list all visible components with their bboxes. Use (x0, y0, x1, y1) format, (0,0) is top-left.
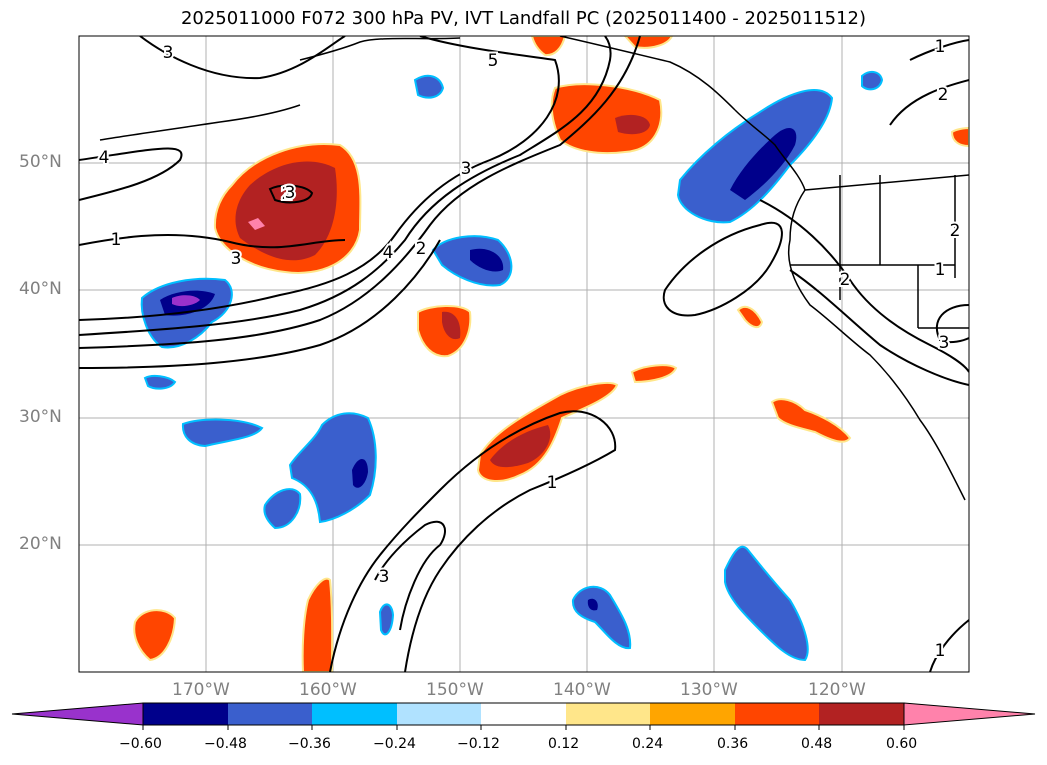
colorbar-tick-label: 0.60 (886, 736, 918, 752)
contour-label: 1 (547, 473, 558, 493)
contour-label: 1 (935, 37, 946, 57)
contour-label: 3 (379, 567, 390, 587)
contour-label: 5 (488, 51, 499, 71)
contour-label: 2 (938, 85, 949, 105)
contour-label: 3 (461, 159, 472, 179)
contour-label: 2 (282, 184, 293, 204)
lon-label-130w: 130°W (680, 680, 738, 700)
contour-labels: 3 5 4 3 2 1 3 4 2 1 3 1 2 2 1 2 3 1 3 (97, 35, 963, 663)
pv-fill-positive (133, 36, 969, 672)
lon-label-160w: 160°W (299, 680, 357, 700)
lat-label-40n: 40°N (19, 279, 62, 299)
contour-label: 1 (935, 641, 946, 661)
contour-label: 2 (840, 270, 851, 290)
lat-label-30n: 30°N (19, 407, 62, 427)
map-frame (78, 35, 970, 673)
pv-fill-negative (140, 70, 884, 662)
lon-label-140w: 140°W (553, 680, 611, 700)
colorbar-tick-label: 0.48 (801, 736, 833, 752)
lon-label-150w: 150°W (426, 680, 484, 700)
contour-label: 2 (416, 239, 427, 259)
contour-label: 4 (383, 243, 394, 263)
colorbar-tick-label: 0.36 (717, 736, 749, 752)
gridlines (79, 36, 969, 672)
lat-label-50n: 50°N (19, 152, 62, 172)
colorbar-tick-label: −0.48 (204, 736, 247, 752)
colorbar (11, 702, 1036, 730)
contour-label: 3 (939, 333, 950, 353)
contour-label: 1 (935, 260, 946, 280)
contour-label: 1 (111, 230, 122, 250)
map-title: 2025011000 F072 300 hPa PV, IVT Landfall… (180, 8, 867, 29)
contour-label: 3 (163, 43, 174, 63)
colorbar-tick-label: 0.24 (632, 736, 664, 752)
colorbar-tick-label: −0.60 (119, 736, 162, 752)
lat-label-20n: 20°N (19, 534, 62, 554)
lon-label-120w: 120°W (808, 680, 866, 700)
colorbar-tick-label: −0.12 (457, 736, 500, 752)
contour-label: 2 (950, 221, 961, 241)
colorbar-tick-label: −0.36 (288, 736, 331, 752)
contour-label: 3 (285, 183, 296, 203)
colorbar-tick-label: 0.12 (548, 736, 580, 752)
contour-label: 3 (231, 249, 242, 269)
lon-label-170w: 170°W (172, 680, 230, 700)
pv-contours (79, 36, 969, 672)
colorbar-tick-label: −0.24 (373, 736, 416, 752)
contour-label: 4 (99, 148, 110, 168)
map-area (79, 36, 969, 672)
